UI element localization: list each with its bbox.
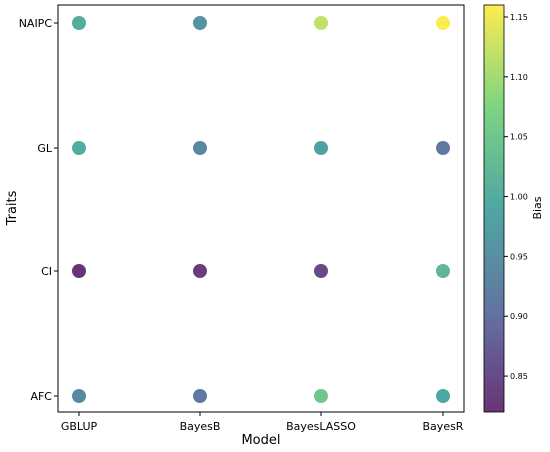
y-axis-label: Traits [5,190,20,226]
plot-area [57,4,465,413]
x-tick-label: GBLUP [61,420,98,433]
scatter-points [72,16,450,403]
x-axis: GBLUP BayesB BayesLASSO BayesR [61,412,464,433]
data-point [72,141,86,155]
colorbar-tick-label: 1.05 [510,133,528,142]
x-tick-label: BayesR [423,420,464,433]
colorbar-tick-label: 1.10 [510,73,528,82]
y-tick-label: GL [37,142,53,155]
x-axis-label: Model [241,433,280,448]
data-point [193,16,207,30]
y-axis: AFC CI GL NAIPC [19,17,58,403]
data-point [436,389,450,403]
y-tick-label: AFC [30,390,52,403]
data-point [314,141,328,155]
data-point [72,264,86,278]
data-point [436,141,450,155]
colorbar-tick-label: 0.85 [510,372,528,381]
colorbar-tick-label: 0.95 [510,252,528,261]
data-point [314,389,328,403]
colorbar-ticks: 0.85 0.90 0.95 1.00 1.05 1.10 1.15 [504,13,528,381]
data-point [193,141,207,155]
data-point [193,264,207,278]
data-point [314,16,328,30]
colorbar-tick-label: 0.90 [510,312,528,321]
data-point [314,264,328,278]
data-point [72,389,86,403]
x-tick-label: BayesB [180,420,221,433]
y-tick-label: CI [41,265,52,278]
y-tick-label: NAIPC [19,17,53,30]
colorbar-label: Bias [531,196,544,219]
data-point [436,264,450,278]
data-point [72,16,86,30]
colorbar-tick-label: 1.15 [510,13,528,22]
colorbar-tick-label: 1.00 [510,193,528,202]
x-tick-label: BayesLASSO [286,420,356,433]
colorbar [483,4,505,413]
data-point [193,389,207,403]
data-point [436,16,450,30]
